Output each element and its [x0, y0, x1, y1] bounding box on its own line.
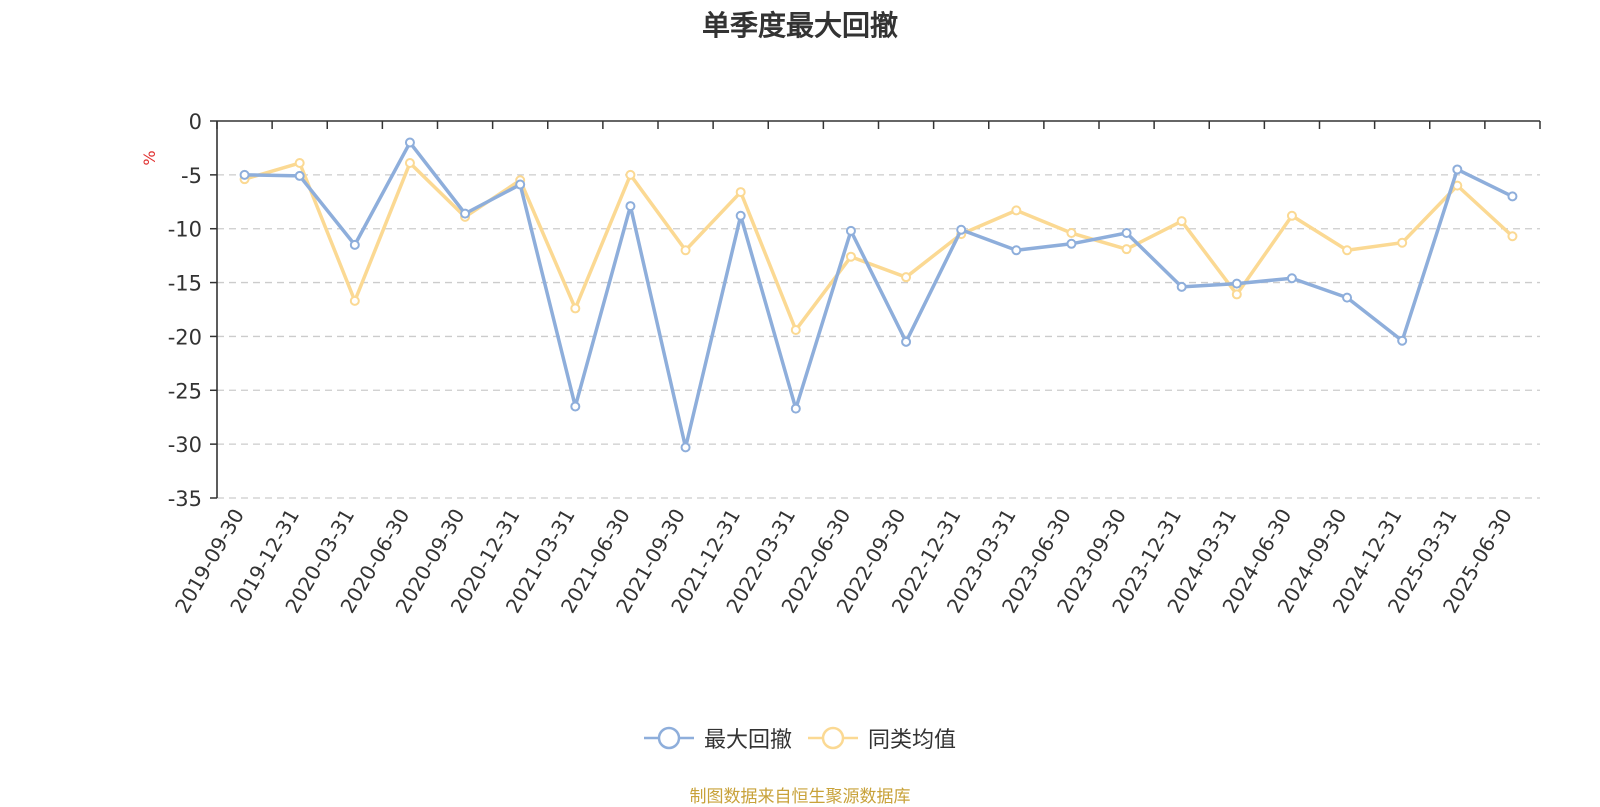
grid-lines	[217, 174, 1540, 499]
data-point[interactable]	[515, 179, 526, 190]
data-point[interactable]	[1176, 216, 1187, 227]
data-point[interactable]	[790, 324, 801, 335]
data-point[interactable]	[1011, 245, 1022, 256]
source-note: 制图数据来自恒生聚源数据库	[689, 787, 911, 807]
data-point[interactable]	[404, 137, 415, 148]
data-point[interactable]	[570, 303, 581, 314]
legend-line-circle-icon	[808, 726, 858, 750]
data-point[interactable]	[1286, 210, 1297, 221]
data-point[interactable]	[901, 336, 912, 347]
data-point[interactable]	[1452, 164, 1463, 175]
data-point[interactable]	[1342, 245, 1353, 256]
data-point[interactable]	[1231, 289, 1242, 300]
y-tick-label: -30	[168, 433, 202, 457]
data-point[interactable]	[625, 169, 636, 180]
data-point[interactable]	[680, 442, 691, 453]
data-point[interactable]	[680, 245, 691, 256]
data-point[interactable]	[735, 187, 746, 198]
data-point[interactable]	[1507, 231, 1518, 242]
data-point[interactable]	[294, 158, 305, 169]
data-point[interactable]	[349, 295, 360, 306]
y-tick-label: -35	[168, 487, 202, 511]
data-point[interactable]	[1066, 238, 1077, 249]
data-point[interactable]	[1011, 205, 1022, 216]
legend-item[interactable]: 最大回撤	[643, 722, 792, 754]
y-tick-label: -10	[168, 218, 202, 242]
data-point[interactable]	[625, 201, 636, 212]
data-point[interactable]	[1121, 244, 1132, 255]
data-point[interactable]	[570, 401, 581, 412]
data-point[interactable]	[294, 170, 305, 181]
data-point[interactable]	[735, 210, 746, 221]
y-tick-label: -20	[168, 325, 202, 349]
data-point[interactable]	[1507, 191, 1518, 202]
y-axis-unit-label: %	[140, 150, 159, 165]
legend-item[interactable]: 同类均值	[808, 722, 956, 754]
data-point[interactable]	[1066, 228, 1077, 239]
legend-line-circle-icon	[643, 726, 694, 750]
axes: 0-5-10-15-20-25-30-352019-09-302019-12-3…	[168, 110, 1541, 617]
data-point[interactable]	[1121, 228, 1132, 239]
series-line	[244, 140, 1514, 450]
series-lines	[239, 137, 1518, 453]
legend: 最大回撤 同类均值	[0, 722, 1600, 758]
y-tick-label: -5	[181, 164, 202, 188]
data-point[interactable]	[1397, 237, 1408, 248]
data-point[interactable]	[956, 224, 967, 235]
y-tick-label: 0	[189, 110, 202, 134]
y-tick-label: -15	[168, 272, 202, 296]
data-point[interactable]	[460, 208, 471, 219]
data-point[interactable]	[1342, 292, 1353, 303]
data-point[interactable]	[404, 158, 415, 169]
data-point[interactable]	[845, 225, 856, 236]
data-point[interactable]	[239, 169, 250, 180]
data-point[interactable]	[901, 272, 912, 283]
series-line	[244, 161, 1514, 332]
data-point[interactable]	[790, 403, 801, 414]
data-point[interactable]	[349, 239, 360, 250]
legend-marker	[657, 726, 681, 750]
legend-label: 最大回撤	[703, 728, 792, 753]
data-point[interactable]	[1286, 273, 1297, 284]
legend-marker	[821, 726, 845, 750]
data-point[interactable]	[845, 251, 856, 262]
data-point[interactable]	[1176, 281, 1187, 292]
chart-title: 单季度最大回撤	[701, 9, 898, 42]
legend-label: 同类均值	[868, 728, 957, 753]
y-tick-label: -25	[168, 379, 202, 403]
data-point[interactable]	[1397, 335, 1408, 346]
data-point[interactable]	[1231, 278, 1242, 289]
